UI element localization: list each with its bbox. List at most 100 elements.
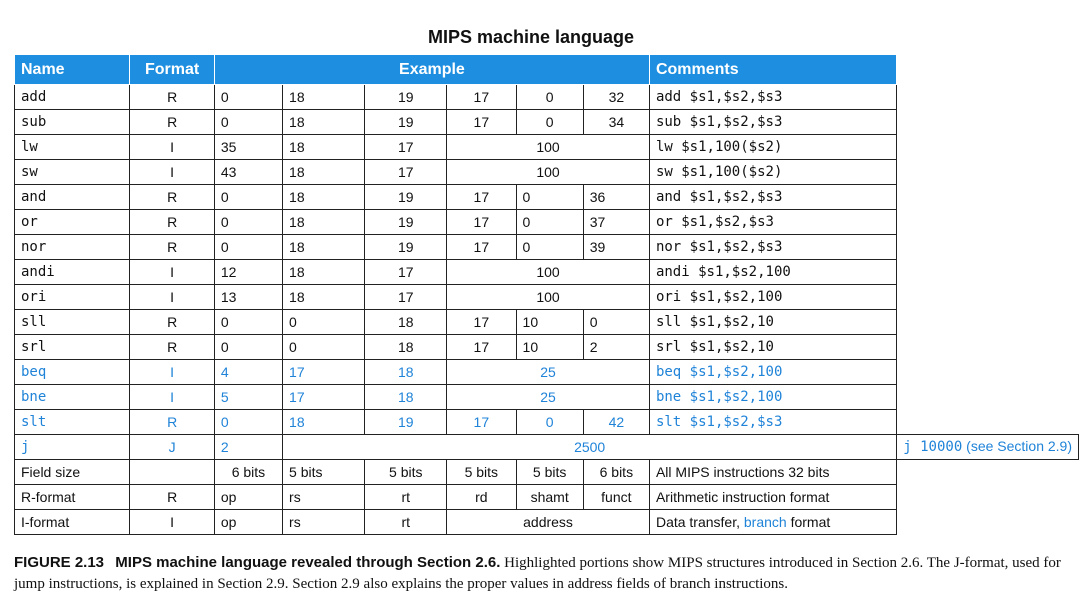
table-row: j J 2 2500 j 10000 (see Section 2.9) xyxy=(13,434,1079,460)
instruction-comment: and $s1,$s2,$s3 xyxy=(648,184,898,210)
field-rd: 17 xyxy=(446,84,517,110)
instruction-format: I xyxy=(129,284,215,310)
i-format-comment: Data transfer, branch format xyxy=(648,509,898,535)
field-immediate: 25 xyxy=(446,384,650,410)
instruction-comment: ori $s1,$s2,100 xyxy=(648,284,898,310)
field-rt: 19 xyxy=(364,184,448,210)
field-rd: 17 xyxy=(446,209,517,235)
field-rt: 17 xyxy=(364,159,448,185)
instruction-name: add xyxy=(13,84,131,110)
instruction-name: andi xyxy=(13,259,131,285)
field-shamt: 0 xyxy=(515,209,584,235)
instruction-name: beq xyxy=(13,359,131,385)
field-rd: 17 xyxy=(446,334,517,360)
field-shamt: 0 xyxy=(515,234,584,260)
field-rs: 18 xyxy=(282,209,366,235)
field-immediate: 100 xyxy=(446,259,650,285)
field-op: 35 xyxy=(213,134,284,160)
instruction-comment: beq $s1,$s2,100 xyxy=(648,359,898,385)
table-row: or R 0 18 19 17 0 37 or $s1,$s2,$s3 xyxy=(13,209,1079,235)
instruction-name: sll xyxy=(13,309,131,335)
table-row: ori I 13 18 17 100 ori $s1,$s2,100 xyxy=(13,284,1079,310)
field-shamt: 10 xyxy=(515,309,584,335)
field-rt: 17 xyxy=(364,284,448,310)
instruction-name: lw xyxy=(13,134,131,160)
instruction-comment: sub $s1,$s2,$s3 xyxy=(648,109,898,135)
field-funct: 42 xyxy=(582,409,650,435)
instruction-name: slt xyxy=(13,409,131,435)
instruction-name: j xyxy=(13,434,131,460)
table-row: andi I 12 18 17 100 andi $s1,$s2,100 xyxy=(13,259,1079,285)
instruction-name: nor xyxy=(13,234,131,260)
figure-caption: FIGURE 2.13 MIPS machine language reveal… xyxy=(14,552,1069,595)
field-immediate: 100 xyxy=(446,159,650,185)
field-op: 13 xyxy=(213,284,284,310)
r-format-funct: funct xyxy=(582,484,650,510)
field-op: 0 xyxy=(213,309,284,335)
header-example: Example xyxy=(213,55,650,85)
field-funct: 2 xyxy=(582,334,650,360)
field-op: 0 xyxy=(213,409,284,435)
field-size-funct: 6 bits xyxy=(582,459,650,485)
r-format-op: op xyxy=(213,484,284,510)
table-row: sub R 0 18 19 17 0 34 sub $s1,$s2,$s3 xyxy=(13,109,1079,135)
field-rs: 18 xyxy=(282,134,366,160)
instruction-name: srl xyxy=(13,334,131,360)
instruction-name: bne xyxy=(13,384,131,410)
instruction-format: R xyxy=(129,209,215,235)
caption-label: FIGURE 2.13 xyxy=(14,554,105,571)
instruction-comment: sll $s1,$s2,10 xyxy=(648,309,898,335)
field-rs: 18 xyxy=(282,259,366,285)
i-format-rs: rs xyxy=(282,509,366,535)
field-rs: 0 xyxy=(282,334,366,360)
field-rt: 19 xyxy=(364,234,448,260)
instruction-name: and xyxy=(13,184,131,210)
field-funct: 32 xyxy=(582,84,650,110)
field-shamt: 0 xyxy=(515,84,584,110)
field-op: 0 xyxy=(213,334,284,360)
instruction-format: I xyxy=(129,134,215,160)
field-size-format xyxy=(129,459,215,485)
instruction-format: I xyxy=(129,159,215,185)
field-op: 0 xyxy=(213,234,284,260)
instruction-comment: andi $s1,$s2,100 xyxy=(648,259,898,285)
header-format: Format xyxy=(129,55,215,85)
field-op: 0 xyxy=(213,184,284,210)
table-row: slt R 0 18 19 17 0 42 slt $s1,$s2,$s3 xyxy=(13,409,1079,435)
instruction-name: sw xyxy=(13,159,131,185)
table-row: sll R 0 0 18 17 10 0 sll $s1,$s2,10 xyxy=(13,309,1079,335)
figure-title: MIPS machine language xyxy=(427,27,635,47)
table-row: sw I 43 18 17 100 sw $s1,100($s2) xyxy=(13,159,1079,185)
comment-branch: branch xyxy=(743,513,787,530)
mips-table: Name Format Example Comments add R 0 18 19 17… xyxy=(13,55,1079,535)
instruction-format: I xyxy=(129,384,215,410)
r-format-format: R xyxy=(129,484,215,510)
instruction-format: J xyxy=(129,434,215,460)
field-size-shamt: 5 bits xyxy=(515,459,584,485)
instruction-name: sub xyxy=(13,109,131,135)
instruction-comment: srl $s1,$s2,10 xyxy=(648,334,898,360)
field-rs: 18 xyxy=(282,84,366,110)
field-rd: 17 xyxy=(446,409,517,435)
comment-note: (see Section 2.9) xyxy=(962,438,1072,454)
field-op: 12 xyxy=(213,259,284,285)
field-rs: 18 xyxy=(282,184,366,210)
table-row: and R 0 18 19 17 0 36 and $s1,$s2,$s3 xyxy=(13,184,1079,210)
r-format-comment: Arithmetic instruction format xyxy=(648,484,898,510)
field-shamt: 0 xyxy=(515,184,584,210)
field-size-row: Field size 6 bits 5 bits 5 bits 5 bits 5 bits… xyxy=(13,459,1079,485)
instruction-comment: lw $s1,100($s2) xyxy=(648,134,898,160)
field-op: 0 xyxy=(213,84,284,110)
field-size-rt: 5 bits xyxy=(364,459,448,485)
i-format-op: op xyxy=(213,509,284,535)
field-rd: 17 xyxy=(446,234,517,260)
caption-heading: MIPS machine language revealed through S… xyxy=(115,554,501,571)
field-funct: 37 xyxy=(582,209,650,235)
field-rt: 18 xyxy=(364,384,448,410)
field-rs: 17 xyxy=(282,359,366,385)
field-op: 4 xyxy=(213,359,284,385)
instruction-format: R xyxy=(129,84,215,110)
field-size-rs: 5 bits xyxy=(282,459,366,485)
